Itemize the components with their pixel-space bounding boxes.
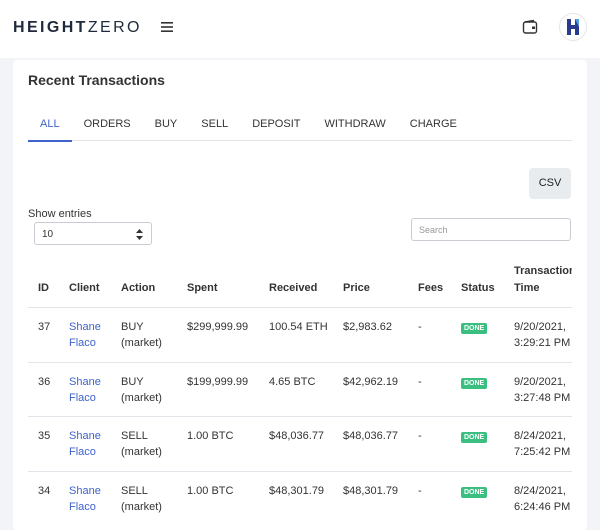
wallet-button[interactable] [522,19,538,35]
entries-value: 10 [42,229,54,240]
top-bar: HEIGHTZERO [0,0,600,58]
status-cell: DONE [461,319,513,337]
table-cell: 1.00 BTC [187,430,234,443]
column-header: Transaction Time [514,265,572,294]
table-cell: - [418,375,422,388]
table-cell: 8/24/2021, 6:24:46 PM [514,484,571,513]
client-link[interactable]: Shane Flaco [69,484,101,513]
table-cell: $48,301.79 [343,484,399,497]
table-cell: 9/20/2021, 3:29:21 PM [514,321,571,349]
column-header: Spent [187,282,218,294]
card-title: Recent Transactions [28,72,165,88]
column-header: Price [343,282,370,294]
status-badge: DONE [461,323,488,334]
table-cell: 8/24/2021, 7:25:42 PM [514,430,571,459]
table-cell: - [418,321,422,333]
status-cell: DONE [461,428,513,446]
tab-bar: ALL ORDERS BUY SELL DEPOSIT WITHDRAW CHARGE [28,110,572,142]
table-cell: SELL (market) [121,484,162,513]
search-input[interactable]: Search [411,218,571,241]
entries-select[interactable]: 10 [34,222,152,245]
table-cell: SELL (market) [121,430,162,459]
tab[interactable]: DEPOSIT [252,118,301,130]
column-header: Fees [418,282,444,294]
table-cell: - [418,484,422,497]
header-divider [28,307,572,308]
tab[interactable]: ORDERS [83,118,131,130]
tab[interactable]: SELL [201,118,229,130]
column-header: Action [121,282,156,294]
tab[interactable]: ALL [28,110,72,142]
status-badge: DONE [461,377,488,389]
row-divider [28,416,572,418]
column-header: ID [38,282,49,294]
table-cell: $48,301.79 [269,484,325,497]
transactions-card [13,60,587,530]
table-cell: $2,983.62 [343,321,392,333]
status-badge: DONE [461,486,488,498]
table-cell: 9/20/2021, 3:27:48 PM [514,375,571,404]
column-header: Client [69,282,100,294]
table-cell: $199,999.99 [187,375,249,388]
table-cell: $299,999.99 [187,321,249,333]
column-header: Status [461,282,495,294]
brand-bold: HEIGHT [13,19,88,36]
transactions-table: ID Client Action Spent Received Price Fees Stat… [28,255,572,525]
table-cell: 4.65 BTC [269,375,316,388]
table-cell: BUY (market) [121,321,162,349]
table-cell: 37 [38,321,51,333]
table-cell: 100.54 ETH [269,321,328,333]
select-arrows [136,229,143,240]
table-cell: - [418,430,422,443]
status-cell: DONE [461,483,513,501]
brand-light: ZERO [87,19,142,36]
table-cell: $48,036.77 [343,430,399,443]
table-cell: 1.00 BTC [187,484,234,497]
brand[interactable]: HEIGHTZERO [13,19,142,37]
table-cell: 35 [38,430,51,443]
table-cell: 34 [38,484,51,497]
status-badge: DONE [461,432,488,444]
table-cell: 36 [38,375,51,388]
column-header: Received [269,282,318,294]
client-link[interactable]: Shane Flaco [69,430,101,459]
user-avatar[interactable] [559,13,587,41]
client-link[interactable]: Shane Flaco [69,321,101,349]
menu-button[interactable] [160,20,174,34]
table-cell: $48,036.77 [269,430,325,443]
row-divider [28,361,572,363]
tab[interactable]: BUY [154,118,178,130]
table-cell: $42,962.19 [343,375,399,388]
csv-button[interactable]: CSV [529,168,571,199]
show-entries-label: Show entries [28,208,92,220]
table-cell: BUY (market) [121,375,162,404]
client-link[interactable]: Shane Flaco [69,375,101,404]
tab[interactable]: WITHDRAW [324,118,386,130]
row-divider [28,470,572,472]
tab[interactable]: CHARGE [409,118,457,130]
status-cell: DONE [461,374,513,392]
